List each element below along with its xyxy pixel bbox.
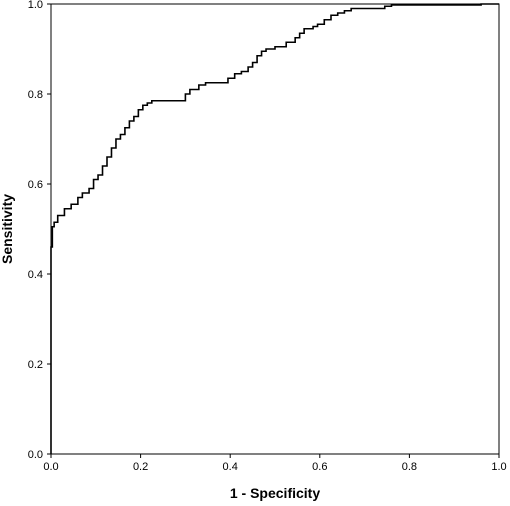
x-tick-label: 0.4 [223,461,238,473]
x-axis-ticks: 0.0 0.2 0.4 0.6 0.8 1.0 [43,454,507,473]
y-tick-label: 0.8 [28,89,43,101]
y-tick-label: 0.0 [28,449,43,461]
x-tick-label: 0.8 [402,461,417,473]
x-tick-label: 1.0 [491,461,506,473]
x-axis-title: 1 - Specificity [230,485,320,501]
y-tick-label: 0.4 [28,269,43,281]
x-tick-label: 0.6 [312,461,327,473]
y-tick-label: 0.2 [28,359,43,371]
y-axis-ticks: 0.0 0.2 0.4 0.6 0.8 1.0 [28,0,51,461]
y-axis-title: Sensitivity [0,194,15,264]
x-tick-label: 0.2 [133,461,148,473]
plot-frame [50,3,500,455]
y-tick-label: 1.0 [28,0,43,11]
x-tick-label: 0.0 [43,461,58,473]
roc-curve-line [50,3,499,454]
y-tick-label: 0.6 [28,179,43,191]
